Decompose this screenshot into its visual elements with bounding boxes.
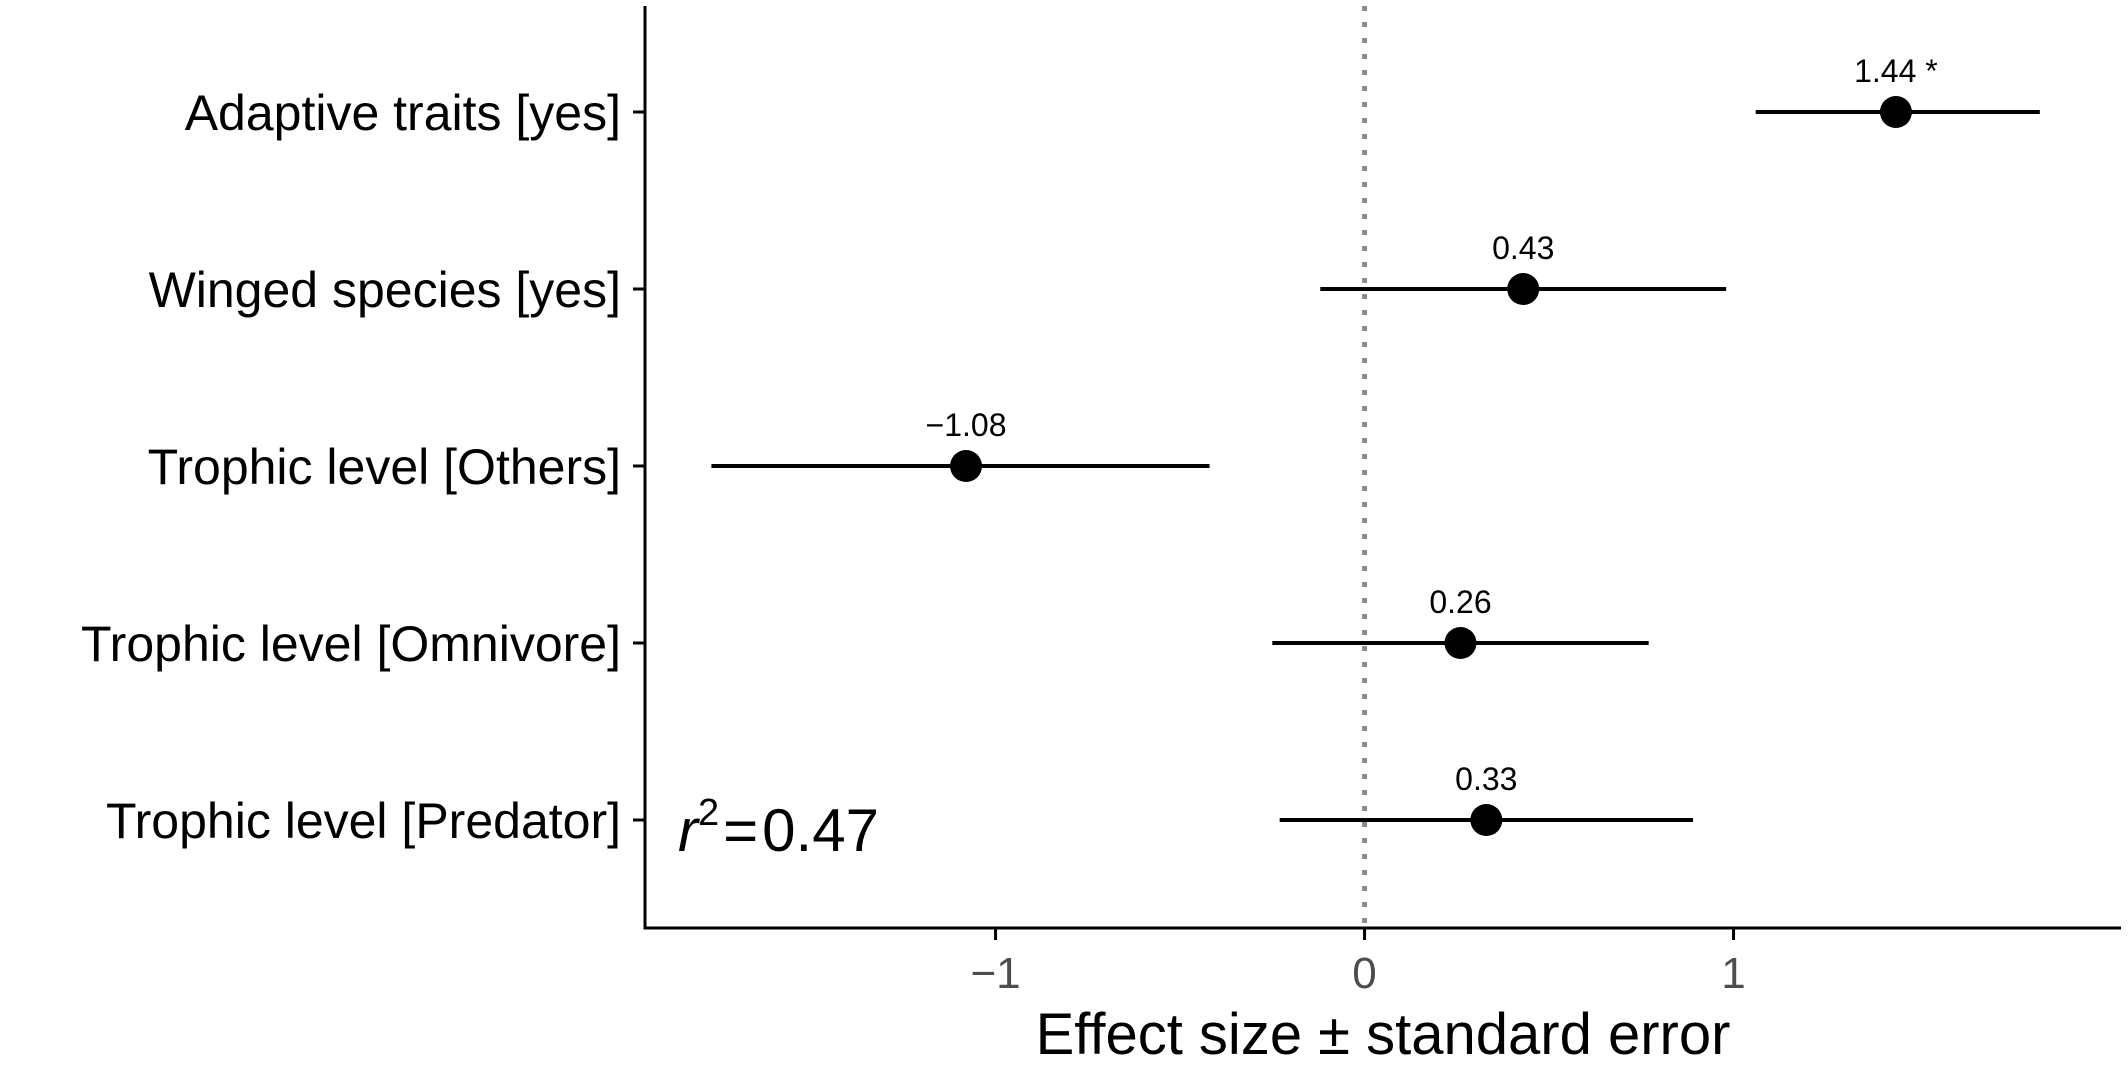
estimate-label: 0.26 [1429,584,1491,620]
r-equals: = [723,797,758,864]
estimate-label: 0.43 [1492,230,1554,266]
r-squared-annotation: r2=0.47 [678,792,879,864]
x-tick-label: 1 [1721,949,1745,998]
labels: Adaptive traits [yes] 1.44 * Winged specie… [81,53,1938,849]
x-axis-title: Effect size ± standard error [1036,1002,1731,1067]
r-value: 0.47 [762,797,879,864]
data-marks [711,96,2040,836]
category-label: Winged species [yes] [149,262,621,318]
r-exponent: 2 [698,792,719,834]
estimate-point [1879,96,1912,128]
estimate-point [1470,804,1503,836]
estimate-label: 0.33 [1455,761,1517,797]
x-tick-label: 0 [1352,949,1376,998]
category-label: Trophic level [Omnivore] [81,616,621,672]
estimate-point [1444,627,1477,659]
category-label: Adaptive traits [yes] [185,85,621,141]
category-label: Trophic level [Predator] [106,793,621,849]
estimate-point [950,450,983,482]
r-symbol: r [678,797,700,864]
x-tick-label: −1 [970,949,1020,998]
estimate-point [1507,273,1540,305]
estimate-label: −1.08 [926,407,1007,443]
category-label: Trophic level [Others] [148,439,621,495]
estimate-label: 1.44 * [1854,53,1938,89]
axes: −1 0 1 [633,6,2121,998]
